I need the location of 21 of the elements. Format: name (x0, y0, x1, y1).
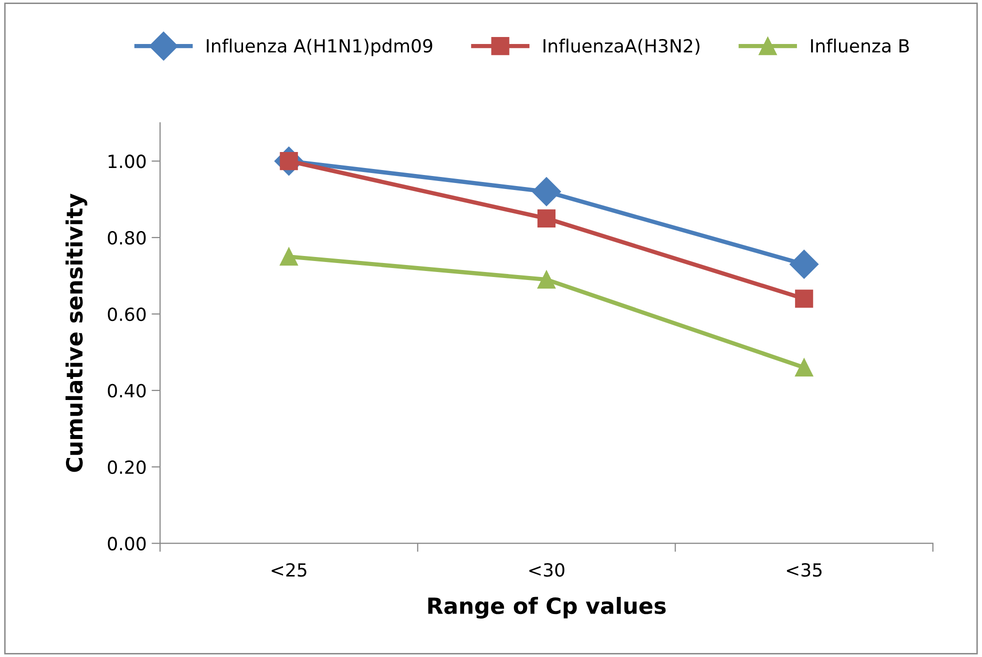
y-tick-label: 0.40 (108, 384, 146, 398)
point (537, 270, 556, 289)
point (280, 248, 298, 266)
point (795, 358, 814, 377)
x-tick-label: <25 (272, 563, 306, 577)
legend-label: Influenza A(H1N1)pdm09 (206, 38, 432, 56)
legend-label: InfluenzaA(H3N2) (544, 38, 700, 55)
point (537, 209, 556, 228)
x-tick-label: <35 (786, 563, 822, 577)
y-tick-label: 0.60 (108, 307, 146, 322)
point (790, 250, 819, 279)
legend-label: Influenza B (811, 38, 909, 53)
y-tick-label: 0.20 (108, 460, 146, 474)
y-tick-label: 1.00 (108, 154, 146, 168)
y-axis-title: Cumulative sensitivity (66, 194, 88, 472)
x-tick-label: <30 (529, 563, 564, 577)
x-axis-title: Range of Cp values (428, 596, 666, 619)
point (795, 290, 814, 308)
point (532, 177, 561, 206)
y-tick-label: 0.80 (108, 230, 146, 245)
y-tick-label: 0.00 (108, 536, 146, 550)
